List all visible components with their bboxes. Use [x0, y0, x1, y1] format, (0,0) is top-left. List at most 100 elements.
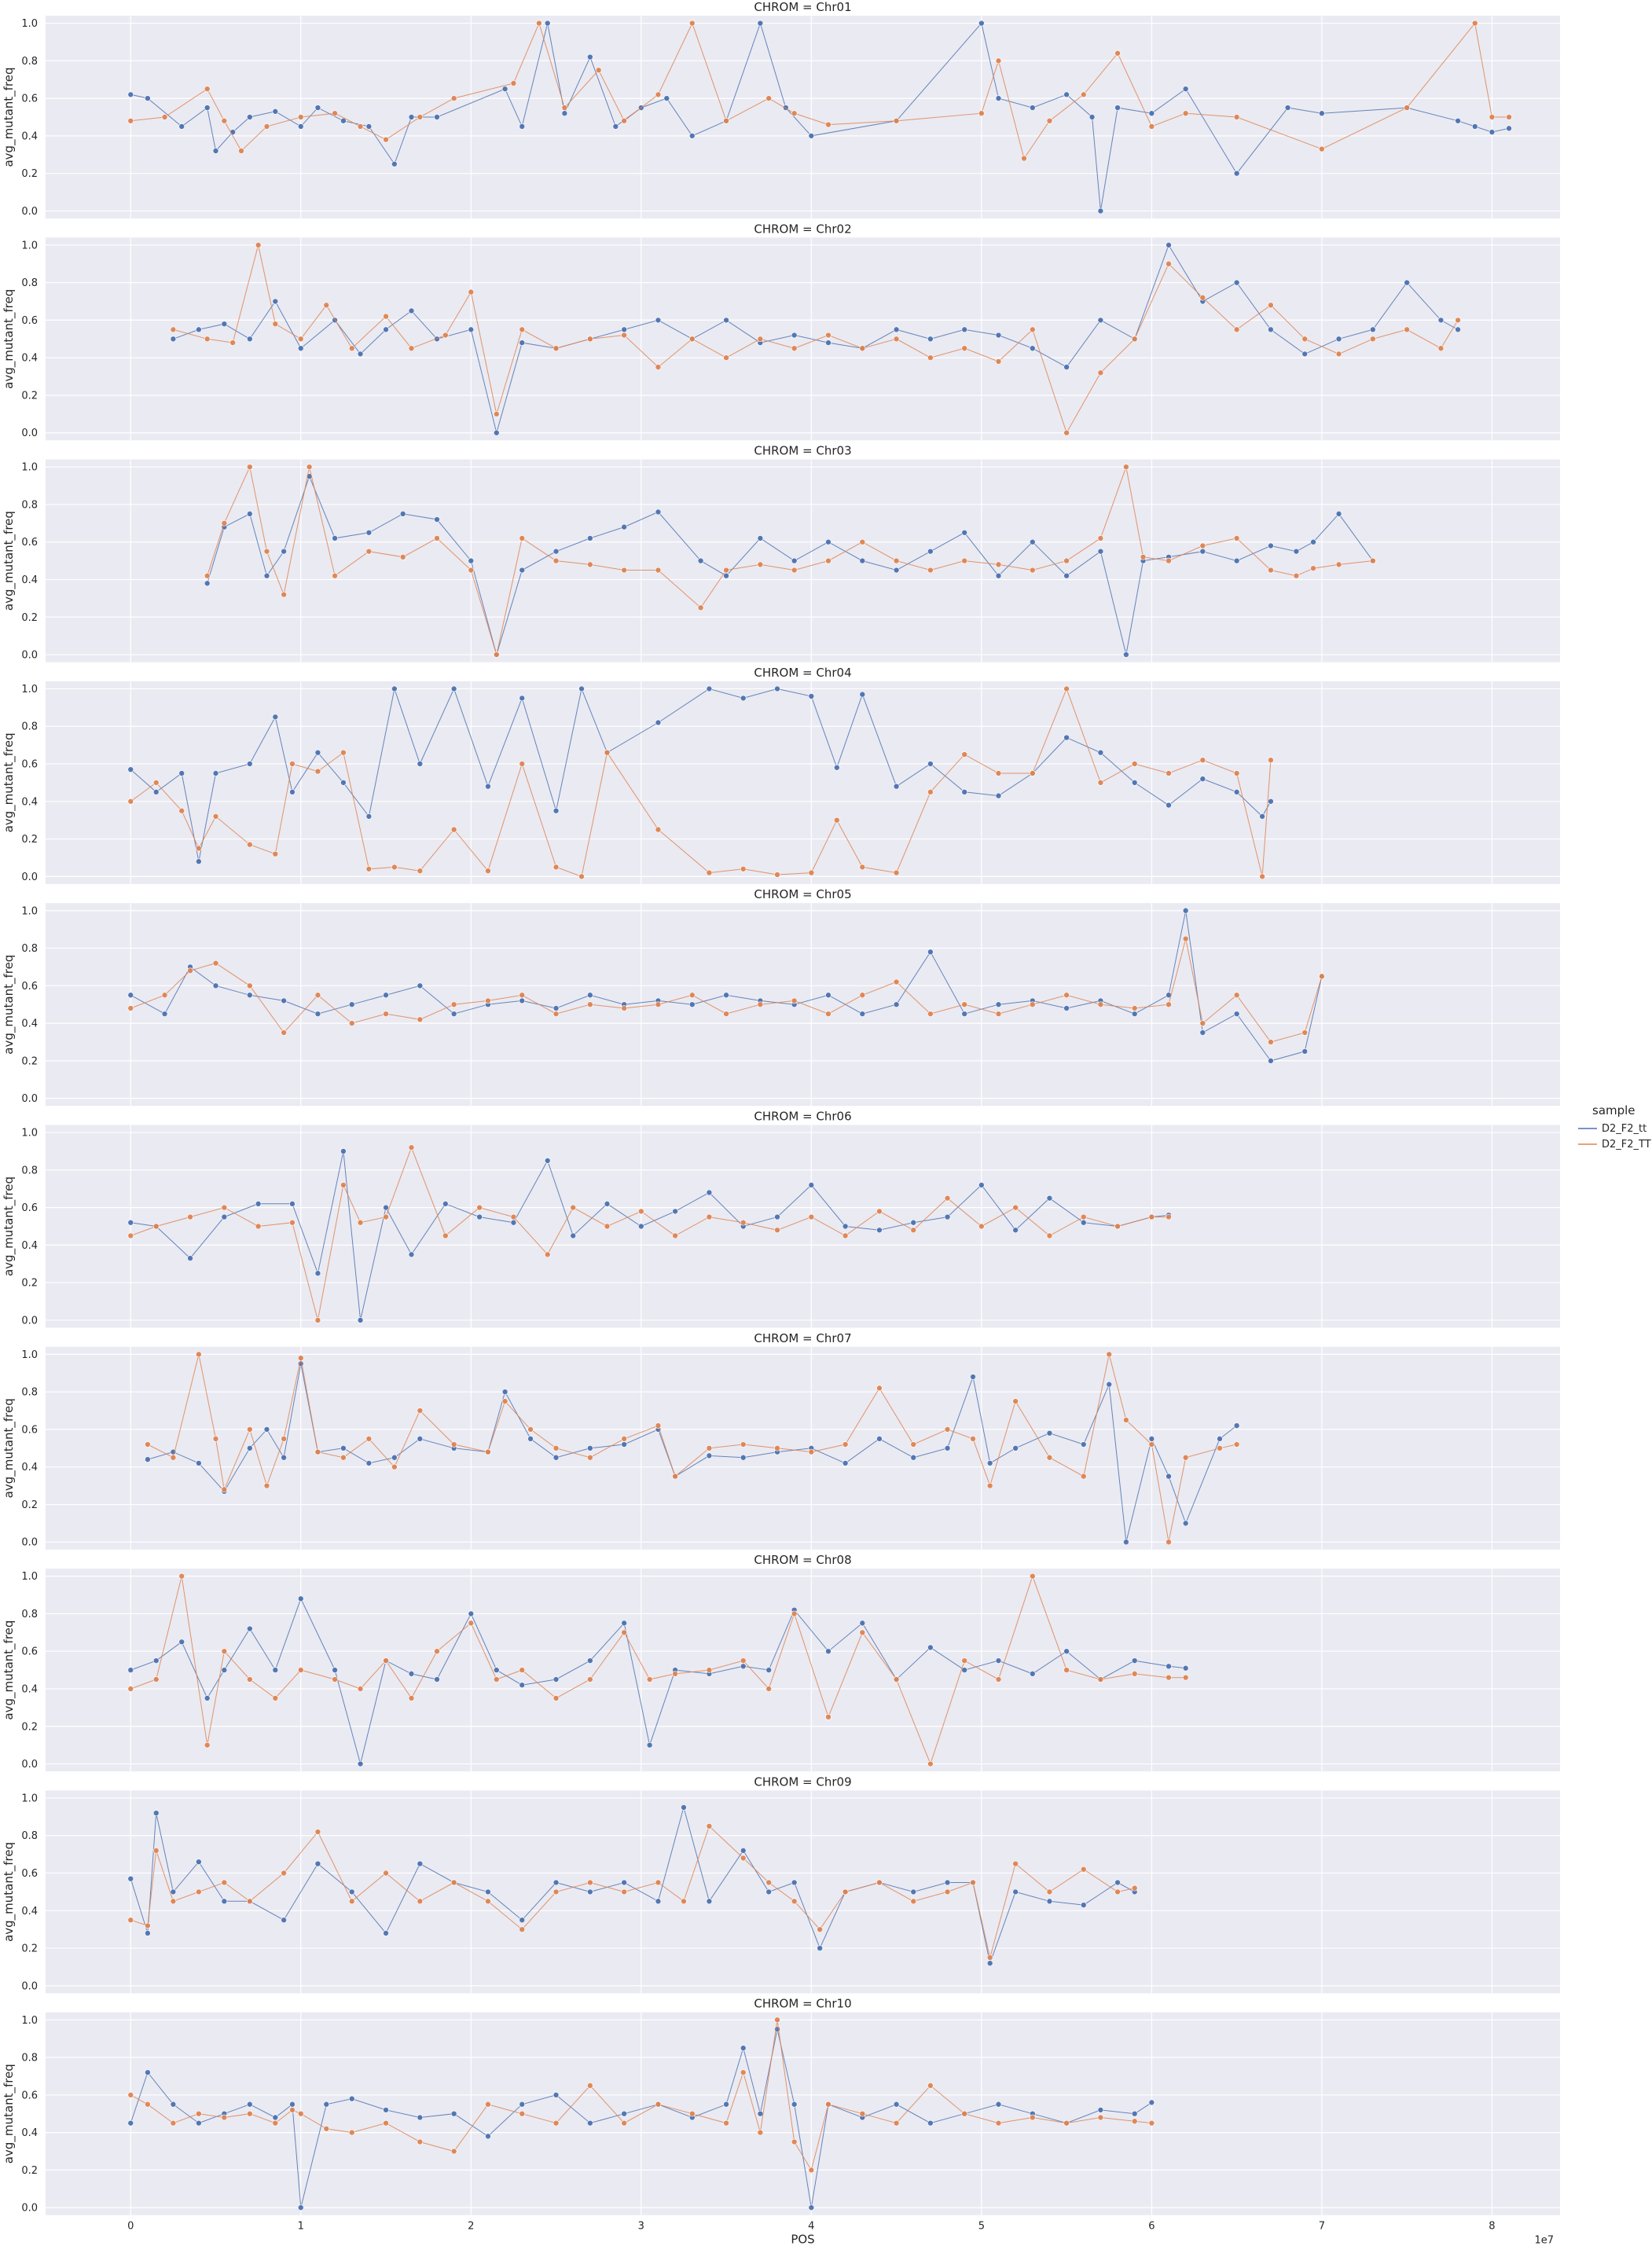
data-point — [510, 80, 517, 86]
data-point — [893, 783, 900, 790]
data-point — [655, 508, 662, 516]
data-point — [365, 548, 373, 555]
data-point — [1012, 1227, 1019, 1234]
data-point — [944, 1879, 951, 1886]
data-point — [127, 1005, 134, 1011]
data-point — [825, 1648, 832, 1655]
data-point — [196, 2110, 202, 2117]
data-point — [587, 1454, 593, 1461]
data-point — [978, 20, 985, 27]
data-point — [519, 326, 526, 333]
data-point — [646, 1741, 653, 1749]
data-point — [825, 2101, 832, 2108]
data-point — [247, 982, 253, 989]
data-point — [672, 1208, 678, 1215]
data-point — [1182, 1454, 1189, 1461]
data-point — [391, 1454, 398, 1461]
series-line-D2_F2_tt — [130, 21, 1510, 211]
data-point — [340, 1445, 347, 1451]
data-point — [774, 685, 780, 692]
series-line-D2_F2_tt — [130, 910, 1323, 1062]
data-point — [1029, 1671, 1036, 1677]
data-point — [468, 288, 475, 295]
data-point — [986, 1460, 993, 1466]
data-point — [297, 2110, 304, 2117]
data-point — [1114, 105, 1121, 111]
data-point — [1404, 326, 1410, 333]
data-point — [553, 345, 560, 352]
data-point — [297, 2204, 304, 2211]
data-point — [927, 1011, 934, 1017]
data-point — [1063, 1667, 1070, 1673]
y-tick-label: 0.2 — [21, 834, 38, 846]
data-point — [621, 332, 627, 339]
data-point — [196, 858, 202, 865]
series-line-D2_F2_TT — [130, 938, 1323, 1043]
data-point — [1233, 279, 1240, 286]
data-point — [961, 529, 967, 536]
data-point — [340, 1148, 347, 1154]
data-point — [842, 1441, 849, 1448]
data-point — [944, 1195, 951, 1202]
y-tick-label: 0.2 — [21, 390, 38, 402]
data-point — [876, 1208, 883, 1215]
data-point — [621, 523, 627, 530]
data-point — [961, 1657, 967, 1664]
y-tick-label: 0.0 — [21, 872, 38, 883]
data-point — [1063, 734, 1070, 741]
data-point — [697, 557, 704, 564]
data-point — [442, 332, 449, 339]
data-point — [1301, 336, 1309, 343]
data-point — [493, 429, 500, 436]
data-point — [314, 1860, 321, 1867]
data-point — [510, 1213, 517, 1220]
data-point — [263, 1482, 270, 1489]
data-point — [127, 1219, 134, 1226]
data-point — [289, 789, 296, 795]
data-point — [587, 1445, 593, 1451]
data-point — [1335, 511, 1342, 517]
data-point — [553, 2119, 560, 2127]
facet-panel: 0.0 0.2 0.4 0.6 0.8 1.0 CHROM = Chr07 avg_mutan… — [2, 1331, 1560, 1550]
data-point — [740, 1657, 747, 1664]
data-point — [1301, 350, 1309, 358]
x-tick-label: 8 — [1489, 2221, 1495, 2233]
data-point — [1182, 110, 1189, 117]
data-point — [1217, 1445, 1223, 1451]
data-point — [1140, 554, 1147, 560]
data-point — [527, 1426, 534, 1433]
data-point — [1131, 336, 1138, 343]
data-point — [859, 691, 866, 698]
data-point — [519, 567, 526, 574]
data-point — [1063, 2119, 1070, 2127]
data-point — [1268, 757, 1274, 764]
data-point — [961, 326, 967, 333]
data-point — [450, 1011, 457, 1017]
plot-area — [46, 16, 1560, 218]
data-point — [1029, 326, 1036, 333]
data-point — [655, 1422, 662, 1429]
data-point — [204, 580, 211, 587]
data-point — [1148, 2119, 1155, 2127]
data-point — [1268, 567, 1274, 574]
data-point — [774, 2017, 780, 2024]
data-point — [655, 567, 662, 574]
x-tick-label: 0 — [127, 2221, 134, 2233]
data-point — [791, 997, 798, 1004]
facet-panel: 0.0 0.2 0.4 0.6 0.8 1.0 CHROM = Chr10 avg_mutan… — [2, 1997, 1560, 2215]
data-point — [468, 1620, 475, 1627]
data-point — [1284, 105, 1291, 111]
data-point — [893, 567, 900, 574]
data-point — [1097, 2107, 1104, 2113]
data-point — [485, 2133, 491, 2140]
data-point — [927, 789, 934, 795]
y-tick-label: 0.2 — [21, 1055, 38, 1067]
data-point — [706, 1452, 713, 1459]
y-axis-label: avg_mutant_freq — [2, 67, 17, 167]
data-point — [1233, 770, 1240, 776]
data-point — [723, 317, 729, 324]
data-point — [221, 1648, 228, 1655]
y-axis-label: avg_mutant_freq — [2, 1842, 17, 1942]
data-point — [706, 1822, 713, 1829]
y-tick-label: 0.6 — [21, 759, 38, 771]
